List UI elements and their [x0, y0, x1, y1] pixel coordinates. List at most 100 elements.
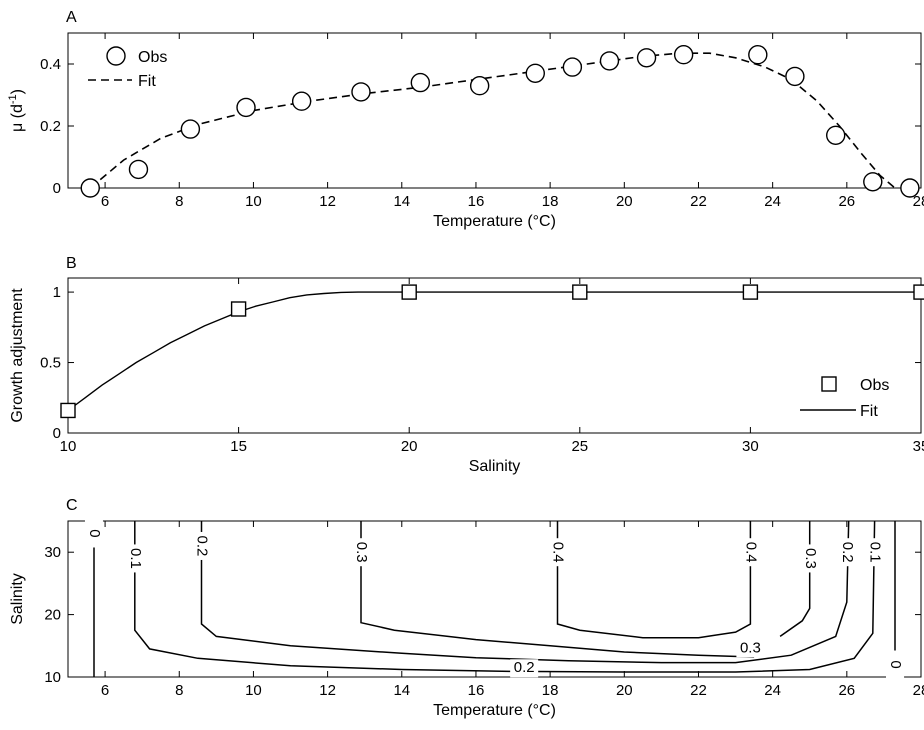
obs-point-circle: [673, 45, 694, 65]
obs-point-circle: [236, 97, 256, 118]
legend-label-obs: Obs: [138, 49, 167, 66]
y-tick-label: 20: [44, 607, 61, 624]
y-tick-label: 1: [53, 284, 61, 301]
panel-letter: B: [66, 255, 77, 272]
x-tick-label: 25: [571, 438, 588, 455]
x-tick-label: 18: [542, 193, 559, 210]
obs-point-circle: [562, 57, 583, 77]
contour-label-bg: [800, 544, 819, 573]
obs-point-circle: [410, 72, 431, 93]
panel-a-growth-vs-temperature: 6 8 10 12 14 16 18 20 22 24 26 28 0 0.2 0.4 Temperature…: [7, 9, 924, 230]
contour-inline-label-bg: [736, 639, 765, 658]
x-tick-label: 8: [175, 682, 183, 699]
x-tick-label: 24: [764, 193, 781, 210]
contour-label-bg: [125, 544, 144, 573]
obs-point-circle: [128, 159, 149, 180]
x-tick-label: 35: [913, 438, 924, 455]
x-tick-label: 26: [838, 682, 855, 699]
y-tick-label: 0.5: [40, 355, 61, 372]
obs-point-circle: [80, 178, 100, 198]
contour-inline-label: 0.2: [839, 542, 856, 563]
contour-inline-label: 0.2: [514, 659, 535, 676]
x-tick-label: 30: [742, 438, 759, 455]
x-tick-label: 20: [616, 682, 633, 699]
contour-inline-label-bg: [865, 538, 884, 567]
panel-c-contour-temperature-salinity: 6 8 10 12 14 16 18 20 22 24 26 28 10 20 30 Temperature …: [9, 497, 924, 719]
x-tick-label: 16: [468, 193, 485, 210]
contour-inline-label-bg: [741, 538, 760, 567]
plot-frame: [67, 277, 922, 434]
x-tick-label: 12: [319, 682, 336, 699]
contour-inline-label: 0.4: [742, 542, 759, 563]
obs-point-circle: [826, 125, 846, 146]
x-tick-label: 24: [764, 682, 781, 699]
contour-inline-label: 0.3: [740, 639, 761, 656]
legend-marker-obs: [106, 46, 126, 66]
x-tick-label: 10: [245, 682, 262, 699]
x-tick-label: 10: [60, 438, 77, 455]
x-axis-title: Temperature (°C): [433, 213, 556, 230]
obs-point-circle: [785, 66, 805, 87]
contour-inline-label-bg: [510, 659, 539, 678]
x-tick-label: 26: [838, 193, 855, 210]
panel-b-growth-vs-salinity: 10 15 20 25 30 35 0 0.5 1 Salinity B Growth adjustm…: [9, 255, 924, 475]
obs-point-circle: [599, 51, 620, 71]
obs-point-circle: [291, 91, 312, 111]
y-tick-label: 0.2: [40, 118, 61, 135]
legend-marker-obs: [821, 376, 837, 392]
x-tick-label: 22: [690, 193, 707, 210]
contour-line-0-3: [779, 521, 811, 638]
y-axis-title: Salinity: [9, 573, 26, 625]
y-axis-title: Growth adjustment: [9, 288, 26, 423]
y-tick-label: 30: [44, 544, 61, 561]
fit-solid-line: [67, 291, 921, 412]
contour-label: 0.3: [802, 548, 819, 569]
plot-frame: [67, 520, 922, 678]
x-tick-label: 6: [101, 682, 109, 699]
y-tick-label: 0: [53, 425, 61, 442]
x-tick-label: 18: [542, 682, 559, 699]
x-tick-label: 14: [393, 193, 410, 210]
contour-label-bg: [351, 538, 370, 567]
contour-label: 0.3: [353, 542, 370, 563]
x-tick-label: 10: [245, 193, 262, 210]
obs-point-circle: [636, 48, 657, 68]
contour-line-0-2: [200, 520, 850, 664]
contour-label-bg: [192, 531, 211, 560]
x-tick-label: 28: [913, 682, 924, 699]
obs-point-square: [401, 284, 417, 300]
obs-point-circle: [180, 119, 201, 139]
contour-line-0-3: [360, 521, 755, 658]
obs-point-circle: [351, 82, 371, 102]
y-tick-label: 0: [53, 180, 61, 197]
fit-dashed-line: [89, 52, 896, 189]
plot-frame: [67, 32, 922, 189]
x-tick-label: 6: [101, 193, 109, 210]
contour-label: 0: [86, 529, 103, 537]
y-tick-label: 0.4: [40, 56, 61, 73]
obs-point-square: [572, 284, 588, 300]
y-tick-label: 10: [44, 669, 61, 686]
contour-label-bg: [548, 538, 567, 567]
contour-label: 0.1: [127, 548, 144, 569]
contour-inline-label-bg: [886, 650, 905, 679]
x-tick-label: 8: [175, 193, 183, 210]
x-tick-label: 14: [393, 682, 410, 699]
x-tick-label: 16: [468, 682, 485, 699]
x-tick-label: 20: [616, 193, 633, 210]
x-tick-label: 15: [230, 438, 247, 455]
contour-label-bg: [84, 519, 103, 548]
x-tick-label: 22: [690, 682, 707, 699]
obs-point-circle: [900, 178, 920, 198]
x-tick-label: 12: [319, 193, 336, 210]
obs-point-circle: [748, 45, 768, 65]
contour-line-0-4: [556, 521, 752, 639]
legend-label-fit: Fit: [138, 73, 156, 90]
x-axis-title: Temperature (°C): [433, 702, 556, 719]
obs-point-square: [913, 284, 924, 300]
contour-inline-label: 0.1: [867, 542, 884, 563]
obs-point-circle: [469, 75, 490, 96]
panel-letter: A: [66, 9, 77, 26]
x-axis-title: Salinity: [469, 458, 521, 475]
